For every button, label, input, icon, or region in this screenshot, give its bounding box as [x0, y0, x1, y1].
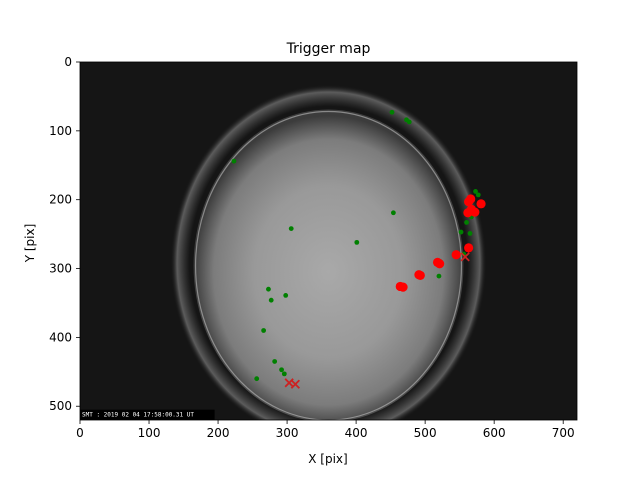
chart-title: Trigger map: [286, 41, 371, 57]
y-axis: 0 100 200 300 400 500: [49, 55, 80, 413]
green-trigger-point: [279, 367, 284, 373]
x-trigger-marker: [460, 252, 470, 262]
x-axis: 0 100 200 300 400 500 600 700: [76, 420, 575, 440]
red-trigger-point: [435, 259, 445, 269]
y-tick-label: 200: [49, 193, 72, 207]
green-trigger-point: [467, 231, 473, 236]
x-tick-label: 600: [483, 426, 506, 440]
lens-rim: [194, 110, 463, 420]
y-tick-label: 300: [49, 262, 72, 276]
y-tick-label: 400: [49, 330, 72, 344]
red-trigger-point: [398, 282, 408, 292]
y-tick-label: 0: [64, 55, 72, 69]
red-trigger-point: [464, 243, 474, 253]
green-trigger-point: [261, 328, 267, 333]
green-trigger-point: [475, 192, 481, 198]
plot-area: SMT : 2019 02 04 17:58:00.31 UT: [80, 62, 577, 420]
red-trigger-point: [463, 208, 473, 218]
green-trigger-point: [268, 297, 274, 303]
y-tick-label: 500: [49, 399, 72, 413]
red-trigger-point: [470, 207, 480, 217]
green-trigger-point: [458, 229, 464, 235]
green-trigger-point: [281, 371, 287, 377]
green-trigger-point: [406, 119, 412, 125]
data-marks: [231, 109, 486, 389]
red-trigger-point: [464, 197, 474, 207]
x-tick-label: 0: [76, 426, 84, 440]
axes-frame: [79, 61, 578, 421]
x-trigger-marker: [290, 379, 301, 389]
x-tick-label: 700: [552, 426, 575, 440]
green-trigger-point: [354, 239, 360, 245]
green-trigger-point: [254, 376, 260, 382]
image-timestamp: SMT : 2019 02 04 17:58:00.31 UT: [82, 412, 194, 419]
y-axis-label: Y [pix]: [23, 224, 37, 264]
red-trigger-point: [476, 199, 486, 209]
green-trigger-point: [283, 292, 289, 298]
x-tick-label: 300: [276, 426, 299, 440]
green-trigger-point: [390, 210, 396, 216]
red-trigger-point: [451, 250, 461, 260]
timestamp-bar: [80, 409, 215, 420]
x-tick-label: 200: [207, 426, 230, 440]
red-trigger-point: [415, 270, 425, 281]
green-trigger-point: [436, 273, 442, 279]
green-trigger-point: [389, 109, 395, 115]
x-tick-label: 100: [138, 426, 161, 440]
green-trigger-point: [288, 226, 294, 232]
x-axis-label: X [pix]: [308, 452, 347, 466]
green-trigger-point: [272, 359, 278, 364]
x-tick-label: 400: [345, 426, 368, 440]
green-trigger-point: [231, 158, 237, 164]
sky-disk: [193, 109, 464, 420]
y-tick-label: 100: [49, 124, 72, 138]
green-trigger-point: [464, 220, 469, 225]
x-tick-label: 500: [414, 426, 437, 440]
green-trigger-point: [266, 286, 271, 292]
green-trigger-point: [473, 189, 478, 194]
